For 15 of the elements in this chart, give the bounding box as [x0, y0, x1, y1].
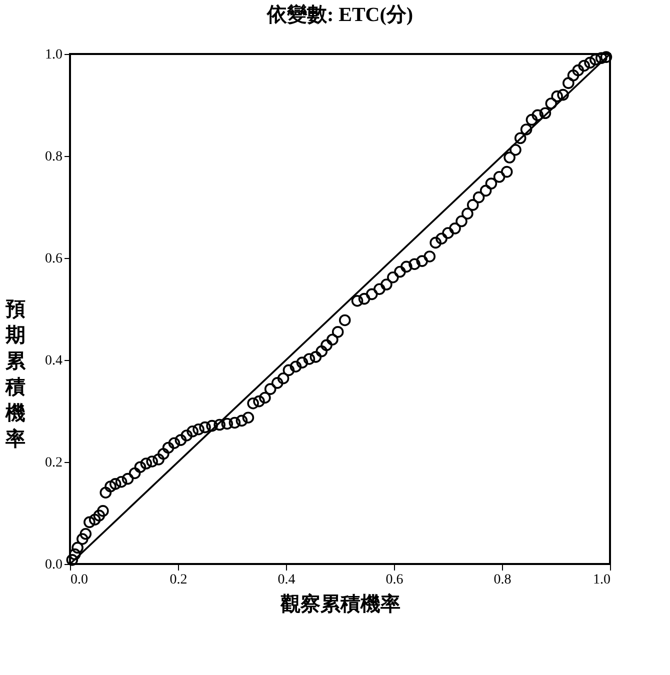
x-tick-label: 0.0	[70, 572, 88, 588]
x-tick-label: 1.0	[593, 572, 610, 588]
x-tick-label: 0.6	[386, 572, 404, 588]
y-tick-label: 0.6	[45, 252, 62, 266]
y-tick-label: 0.4	[45, 354, 62, 368]
x-tick-label: 0.8	[494, 572, 512, 588]
y-tick-label: 0.0	[45, 558, 62, 572]
x-tick-label: 0.4	[278, 572, 296, 588]
y-axis-title: 預期累積機率	[4, 298, 26, 450]
x-axis-title: 觀察累積機率	[280, 592, 400, 616]
y-tick-label: 0.8	[45, 150, 62, 164]
y-tick-label: 0.2	[45, 456, 62, 470]
y-tick-label: 1.0	[45, 48, 62, 62]
x-tick-label: 0.2	[170, 572, 188, 588]
chart-title: 依變數: ETC(分)	[266, 3, 414, 26]
